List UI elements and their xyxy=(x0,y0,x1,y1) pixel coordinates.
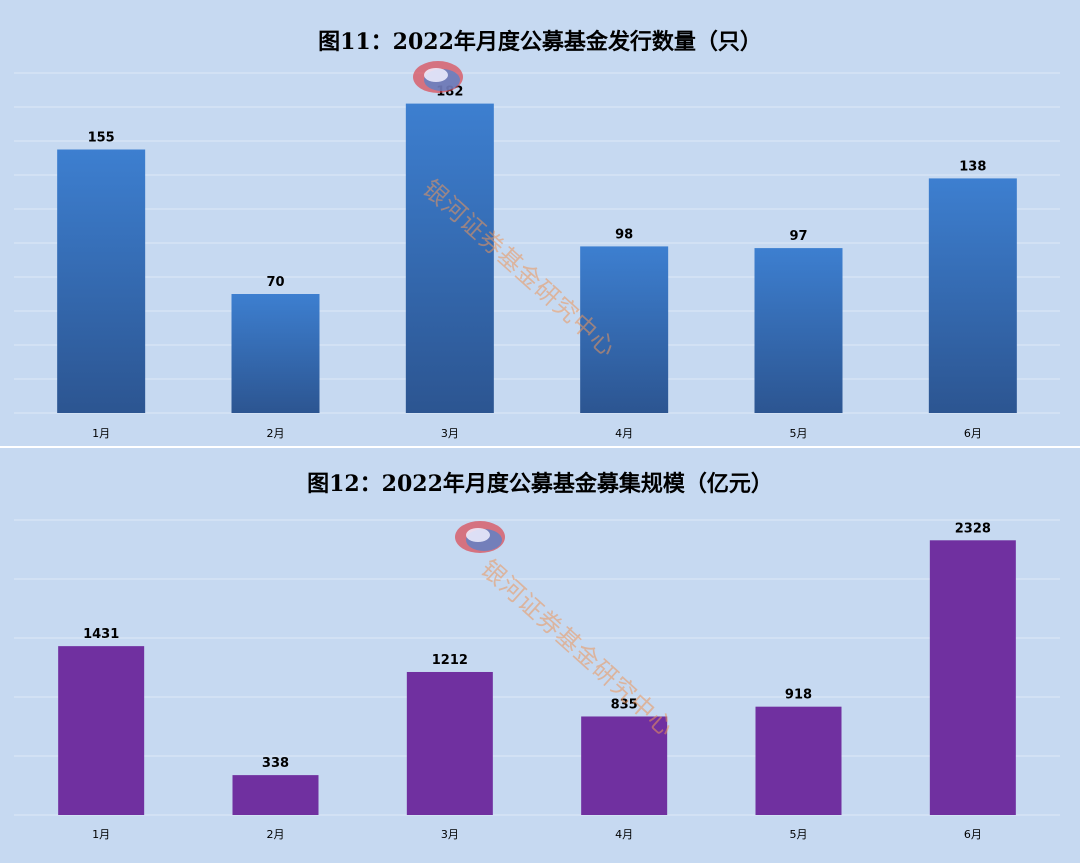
data-label: 182 xyxy=(436,85,463,100)
bar-2 xyxy=(232,775,319,815)
x-tick-label: 4月 xyxy=(615,427,633,440)
bar-chart-fundraising-scale: 1431 1月 338 2月 1212 3月 835 4月 918 5月 2328 6月 xyxy=(14,519,1060,841)
bar-6 xyxy=(928,178,1017,413)
bar-1 xyxy=(58,646,145,815)
x-tick-label: 1月 xyxy=(92,427,110,440)
data-label: 2328 xyxy=(955,521,991,536)
data-label: 835 xyxy=(611,697,638,712)
data-label: 97 xyxy=(789,229,807,244)
data-label: 155 xyxy=(88,131,115,146)
x-tick-label: 2月 xyxy=(267,427,285,440)
x-tick-label: 2月 xyxy=(267,828,285,841)
x-tick-label: 5月 xyxy=(790,427,808,440)
data-label: 1212 xyxy=(432,653,468,668)
bar-4 xyxy=(581,716,668,815)
data-label: 338 xyxy=(262,756,289,771)
bar-5 xyxy=(755,706,842,815)
x-tick-label: 3月 xyxy=(441,427,459,440)
chart-title: 图12：2022年月度公募基金募集规模（亿元） xyxy=(307,471,773,497)
chart-title: 图11：2022年月度公募基金发行数量（只） xyxy=(318,29,762,55)
bar-3 xyxy=(406,671,493,815)
bar-3 xyxy=(405,103,494,413)
x-tick-label: 6月 xyxy=(964,828,982,841)
bar-4 xyxy=(580,246,669,413)
data-label: 70 xyxy=(266,275,284,290)
bar-1 xyxy=(57,149,146,413)
bar-2 xyxy=(231,294,320,413)
bar-6 xyxy=(929,540,1016,815)
x-tick-label: 5月 xyxy=(790,828,808,841)
x-tick-label: 3月 xyxy=(441,828,459,841)
data-label: 918 xyxy=(785,688,812,703)
bar-chart-issuance-count: 155 1月 70 2月 182 3月 98 4月 97 5月 138 6月 xyxy=(14,72,1060,440)
x-tick-label: 1月 xyxy=(92,828,110,841)
data-label: 138 xyxy=(959,159,986,174)
data-label: 1431 xyxy=(83,627,119,642)
chart-panel-fundraising-scale: 图12：2022年月度公募基金募集规模（亿元） 1431 1月 338 2月 1212 3… xyxy=(0,448,1080,863)
x-tick-label: 4月 xyxy=(615,828,633,841)
data-label: 98 xyxy=(615,227,633,242)
bar-5 xyxy=(754,248,843,413)
x-tick-label: 6月 xyxy=(964,427,982,440)
chart-panel-issuance-count: 图11：2022年月度公募基金发行数量（只） 155 1月 70 2月 182 3月 98 4… xyxy=(0,0,1080,446)
